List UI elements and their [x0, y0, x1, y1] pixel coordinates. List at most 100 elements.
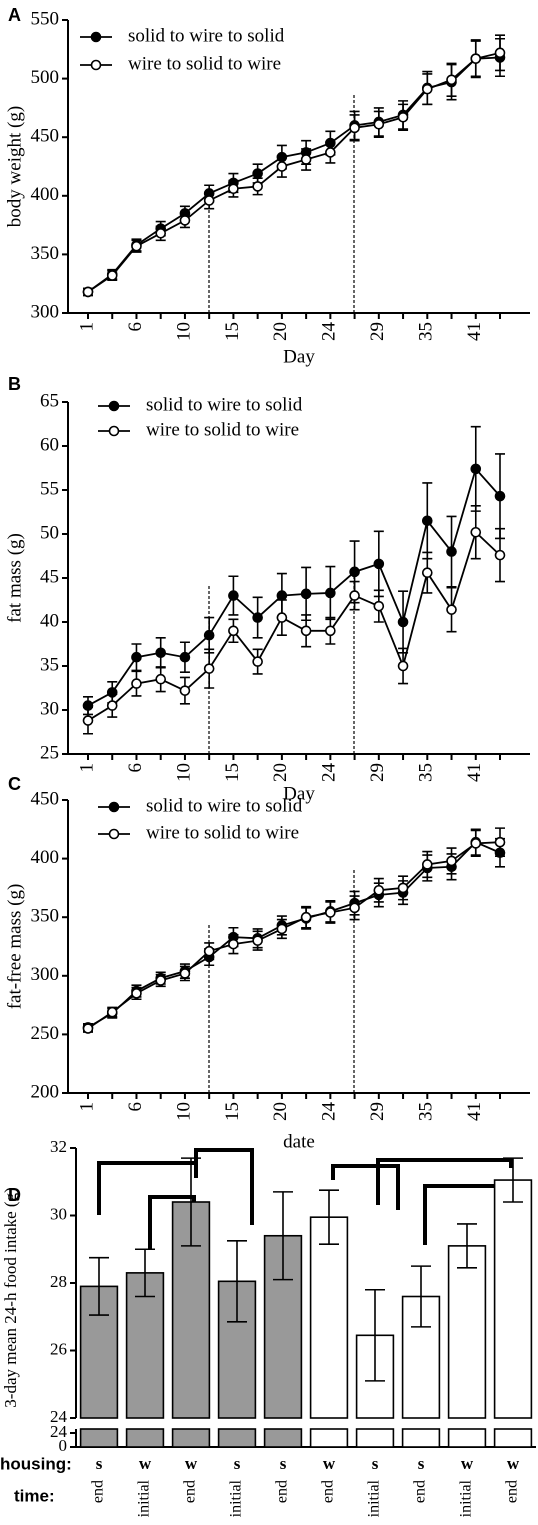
x-tick-label: 24 — [319, 322, 340, 342]
point — [421, 567, 433, 579]
legend-marker — [90, 31, 102, 43]
point — [373, 884, 385, 896]
error-bar — [273, 1191, 293, 1281]
y-tick-label: 24 — [50, 1407, 68, 1426]
series-line — [87, 530, 501, 722]
point — [106, 1006, 118, 1018]
point — [494, 836, 506, 848]
bar-lower — [217, 1428, 257, 1448]
x-tick-label: 10 — [173, 1102, 194, 1121]
x-tick-label: 20 — [270, 763, 291, 782]
point — [446, 604, 457, 615]
bar-lower — [79, 1428, 119, 1448]
point — [155, 673, 167, 685]
point — [179, 651, 191, 663]
y-tick-label: 450 — [31, 788, 60, 809]
legend-label: solid to wire to solid — [128, 25, 285, 46]
time-label: initial — [366, 1479, 383, 1517]
bar-lower — [125, 1428, 165, 1448]
point — [421, 859, 433, 870]
legend-marker — [108, 425, 120, 437]
bar-lower — [401, 1428, 441, 1448]
point — [300, 625, 312, 637]
point — [325, 147, 336, 158]
x-tick-label: 6 — [125, 322, 146, 332]
legend-label: wire to solid to wire — [128, 53, 281, 74]
bracket — [376, 1158, 513, 1205]
y-tick-label: 50 — [40, 522, 59, 543]
y-tick-label: 350 — [31, 243, 60, 264]
point — [82, 715, 94, 726]
point — [470, 838, 482, 849]
point — [300, 154, 312, 165]
y-tick-label: 35 — [40, 654, 59, 675]
y-tick-label: 300 — [31, 964, 60, 985]
x-tick-label: 6 — [125, 1102, 146, 1112]
time-label: end — [182, 1480, 199, 1503]
y-axis-label: body weight (g) — [4, 106, 25, 227]
bar-lower — [309, 1428, 349, 1448]
time-label: initial — [136, 1479, 153, 1517]
bar — [447, 1245, 487, 1419]
significance-brackets — [97, 1148, 513, 1250]
y-tick-label: 24 — [50, 1422, 68, 1441]
bar — [309, 1216, 349, 1419]
y-tick-label: 40 — [40, 610, 59, 631]
legend-marker — [90, 59, 102, 71]
point — [373, 558, 385, 570]
error-bar — [365, 1288, 385, 1382]
y-tick-label: 400 — [31, 184, 60, 205]
point — [179, 215, 191, 226]
point — [179, 968, 191, 979]
x-tick-label: 1 — [76, 763, 97, 773]
bar-lower — [493, 1428, 533, 1448]
point — [228, 590, 239, 601]
bar-lower — [355, 1428, 395, 1448]
y-tick-label: 28 — [50, 1272, 67, 1291]
legend-label: solid to wire to solid — [146, 394, 303, 415]
time-label: initial — [228, 1479, 245, 1517]
y-tick-label: 550 — [31, 8, 60, 29]
y-tick-label: 45 — [40, 566, 59, 587]
y-axis-label: fat-free mass (g) — [4, 884, 25, 1010]
point — [252, 168, 263, 179]
series-line — [87, 467, 501, 707]
point — [397, 616, 409, 628]
point — [349, 122, 360, 134]
row-label: time: — [14, 1486, 55, 1505]
error-bar — [181, 1157, 201, 1247]
point — [131, 988, 142, 999]
y-tick-label: 0 — [59, 1436, 68, 1455]
point — [276, 923, 288, 935]
bar-lower — [171, 1428, 211, 1448]
point — [325, 587, 336, 599]
series-line — [87, 56, 501, 293]
point — [373, 119, 385, 130]
point — [203, 629, 215, 641]
point — [276, 590, 288, 601]
x-tick-label: 29 — [367, 1102, 388, 1121]
x-tick-label: 15 — [222, 763, 243, 782]
point — [397, 111, 409, 123]
row-label: housing: — [0, 1454, 72, 1473]
legend-label: wire to solid to wire — [146, 822, 299, 843]
point — [106, 270, 118, 281]
point — [131, 240, 142, 252]
panel-letter: A — [8, 5, 21, 25]
point — [494, 47, 506, 59]
series-line — [87, 51, 501, 293]
point — [325, 907, 336, 918]
point — [470, 526, 482, 538]
panel-letter: D — [8, 1185, 21, 1205]
x-tick-label: 10 — [173, 322, 194, 341]
point — [252, 656, 263, 667]
x-tick-label: 20 — [270, 1102, 291, 1121]
x-tick-label: 24 — [319, 1102, 340, 1122]
housing-label: s — [372, 1454, 379, 1473]
legend-marker — [108, 400, 120, 412]
x-tick-label: 29 — [367, 763, 388, 782]
point — [203, 945, 215, 957]
legend-label: wire to solid to wire — [146, 419, 299, 440]
y-axis-label: 3-day mean 24-h food intake (g) — [1, 1187, 20, 1407]
point — [494, 490, 506, 502]
